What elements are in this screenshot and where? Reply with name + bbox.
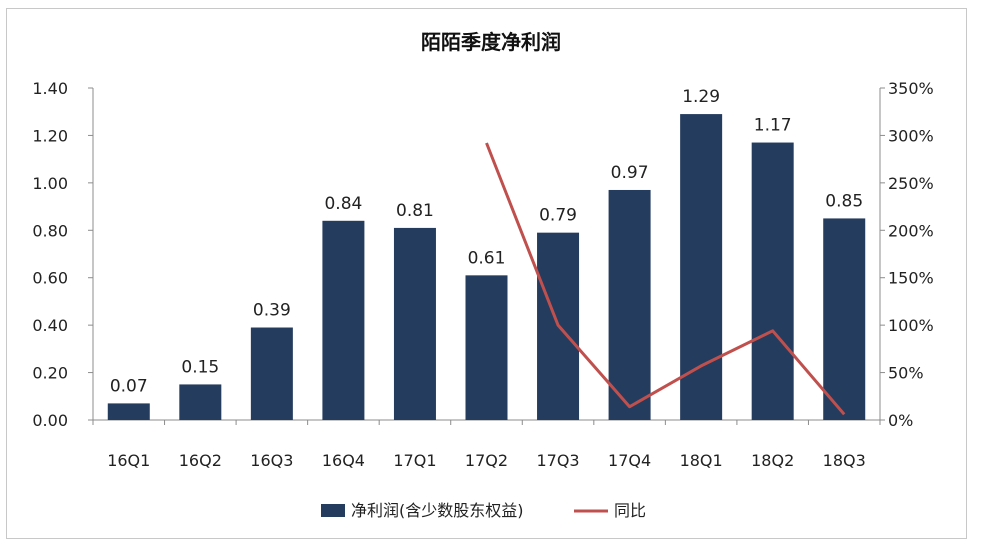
right-tick-label: 200% bbox=[888, 221, 934, 240]
x-tick-label: 17Q2 bbox=[465, 451, 508, 470]
x-tick-label: 17Q3 bbox=[536, 451, 579, 470]
bar-value-label: 1.17 bbox=[754, 116, 792, 136]
bar bbox=[393, 227, 436, 420]
chart-frame bbox=[6, 8, 967, 539]
left-tick-label: 0.40 bbox=[32, 316, 68, 335]
yoy-line bbox=[485, 142, 846, 416]
left-tick-label: 0.80 bbox=[32, 221, 68, 240]
bar-value-label: 0.81 bbox=[396, 201, 434, 221]
x-tick-label: 17Q1 bbox=[393, 451, 436, 470]
legend-line-label: 同比 bbox=[614, 501, 646, 520]
legend-bar-swatch bbox=[321, 504, 345, 517]
bar-value-label: 0.15 bbox=[181, 357, 219, 377]
left-tick-label: 1.00 bbox=[32, 174, 68, 193]
x-tick-label: 16Q2 bbox=[179, 451, 222, 470]
left-tick-label: 0.20 bbox=[32, 364, 68, 383]
right-tick-label: 50% bbox=[888, 364, 924, 383]
x-tick-label: 18Q3 bbox=[823, 451, 866, 470]
x-tick-label: 17Q4 bbox=[608, 451, 651, 470]
right-tick-label: 100% bbox=[888, 316, 934, 335]
left-tick-label: 1.40 bbox=[32, 79, 68, 98]
bar bbox=[680, 114, 723, 420]
bar-value-label: 0.79 bbox=[539, 206, 577, 226]
x-tick-label: 16Q1 bbox=[107, 451, 150, 470]
left-tick-label: 0.00 bbox=[32, 411, 68, 430]
right-tick-label: 150% bbox=[888, 269, 934, 288]
legend-bar-label: 净利润(含少数股东权益) bbox=[351, 501, 524, 520]
bar-value-label: 0.84 bbox=[324, 194, 362, 214]
left-tick-label: 0.60 bbox=[32, 269, 68, 288]
bar bbox=[322, 220, 365, 420]
bar-value-label: 0.39 bbox=[253, 301, 291, 321]
bar-series bbox=[107, 114, 866, 421]
right-tick-label: 350% bbox=[888, 79, 934, 98]
x-axis-ticks: 16Q1 16Q2 16Q3 16Q4 17Q1 17Q2 17Q3 17Q4 18Q1 18Q2… bbox=[92, 420, 881, 470]
bar-value-label: 0.07 bbox=[110, 376, 148, 396]
bar-value-label: 1.29 bbox=[682, 87, 720, 107]
legend: 净利润(含少数股东权益) 同比 bbox=[321, 501, 646, 520]
chart-title: 陌陌季度净利润 bbox=[421, 30, 561, 54]
left-tick-label: 1.20 bbox=[32, 126, 68, 145]
x-tick-label: 16Q4 bbox=[322, 451, 365, 470]
line-series bbox=[485, 142, 846, 416]
bar bbox=[823, 218, 866, 420]
right-tick-label: 300% bbox=[888, 126, 934, 145]
x-tick-label: 18Q2 bbox=[751, 451, 794, 470]
bar-data-labels: 0.07 0.15 0.39 0.84 0.81 0.61 0.79 0.97 1.29 1.17… bbox=[110, 87, 863, 396]
right-tick-label: 250% bbox=[888, 174, 934, 193]
right-tick-label: 0% bbox=[888, 411, 913, 430]
bar bbox=[465, 275, 508, 420]
bar-value-label: 0.61 bbox=[468, 248, 506, 268]
left-axis-ticks: 0.00 0.20 0.40 0.60 0.80 1.00 1.20 1.40 bbox=[32, 79, 93, 430]
bar-value-label: 0.85 bbox=[825, 191, 863, 211]
bar-value-label: 0.97 bbox=[611, 163, 649, 183]
bar bbox=[608, 189, 651, 420]
bar bbox=[250, 327, 293, 420]
x-tick-label: 18Q1 bbox=[680, 451, 723, 470]
bar bbox=[751, 142, 794, 421]
bar bbox=[107, 403, 150, 420]
right-axis-ticks: 0% 50% 100% 150% 200% 250% 300% 350% bbox=[880, 79, 934, 430]
bar bbox=[179, 384, 222, 420]
x-tick-label: 16Q3 bbox=[250, 451, 293, 470]
